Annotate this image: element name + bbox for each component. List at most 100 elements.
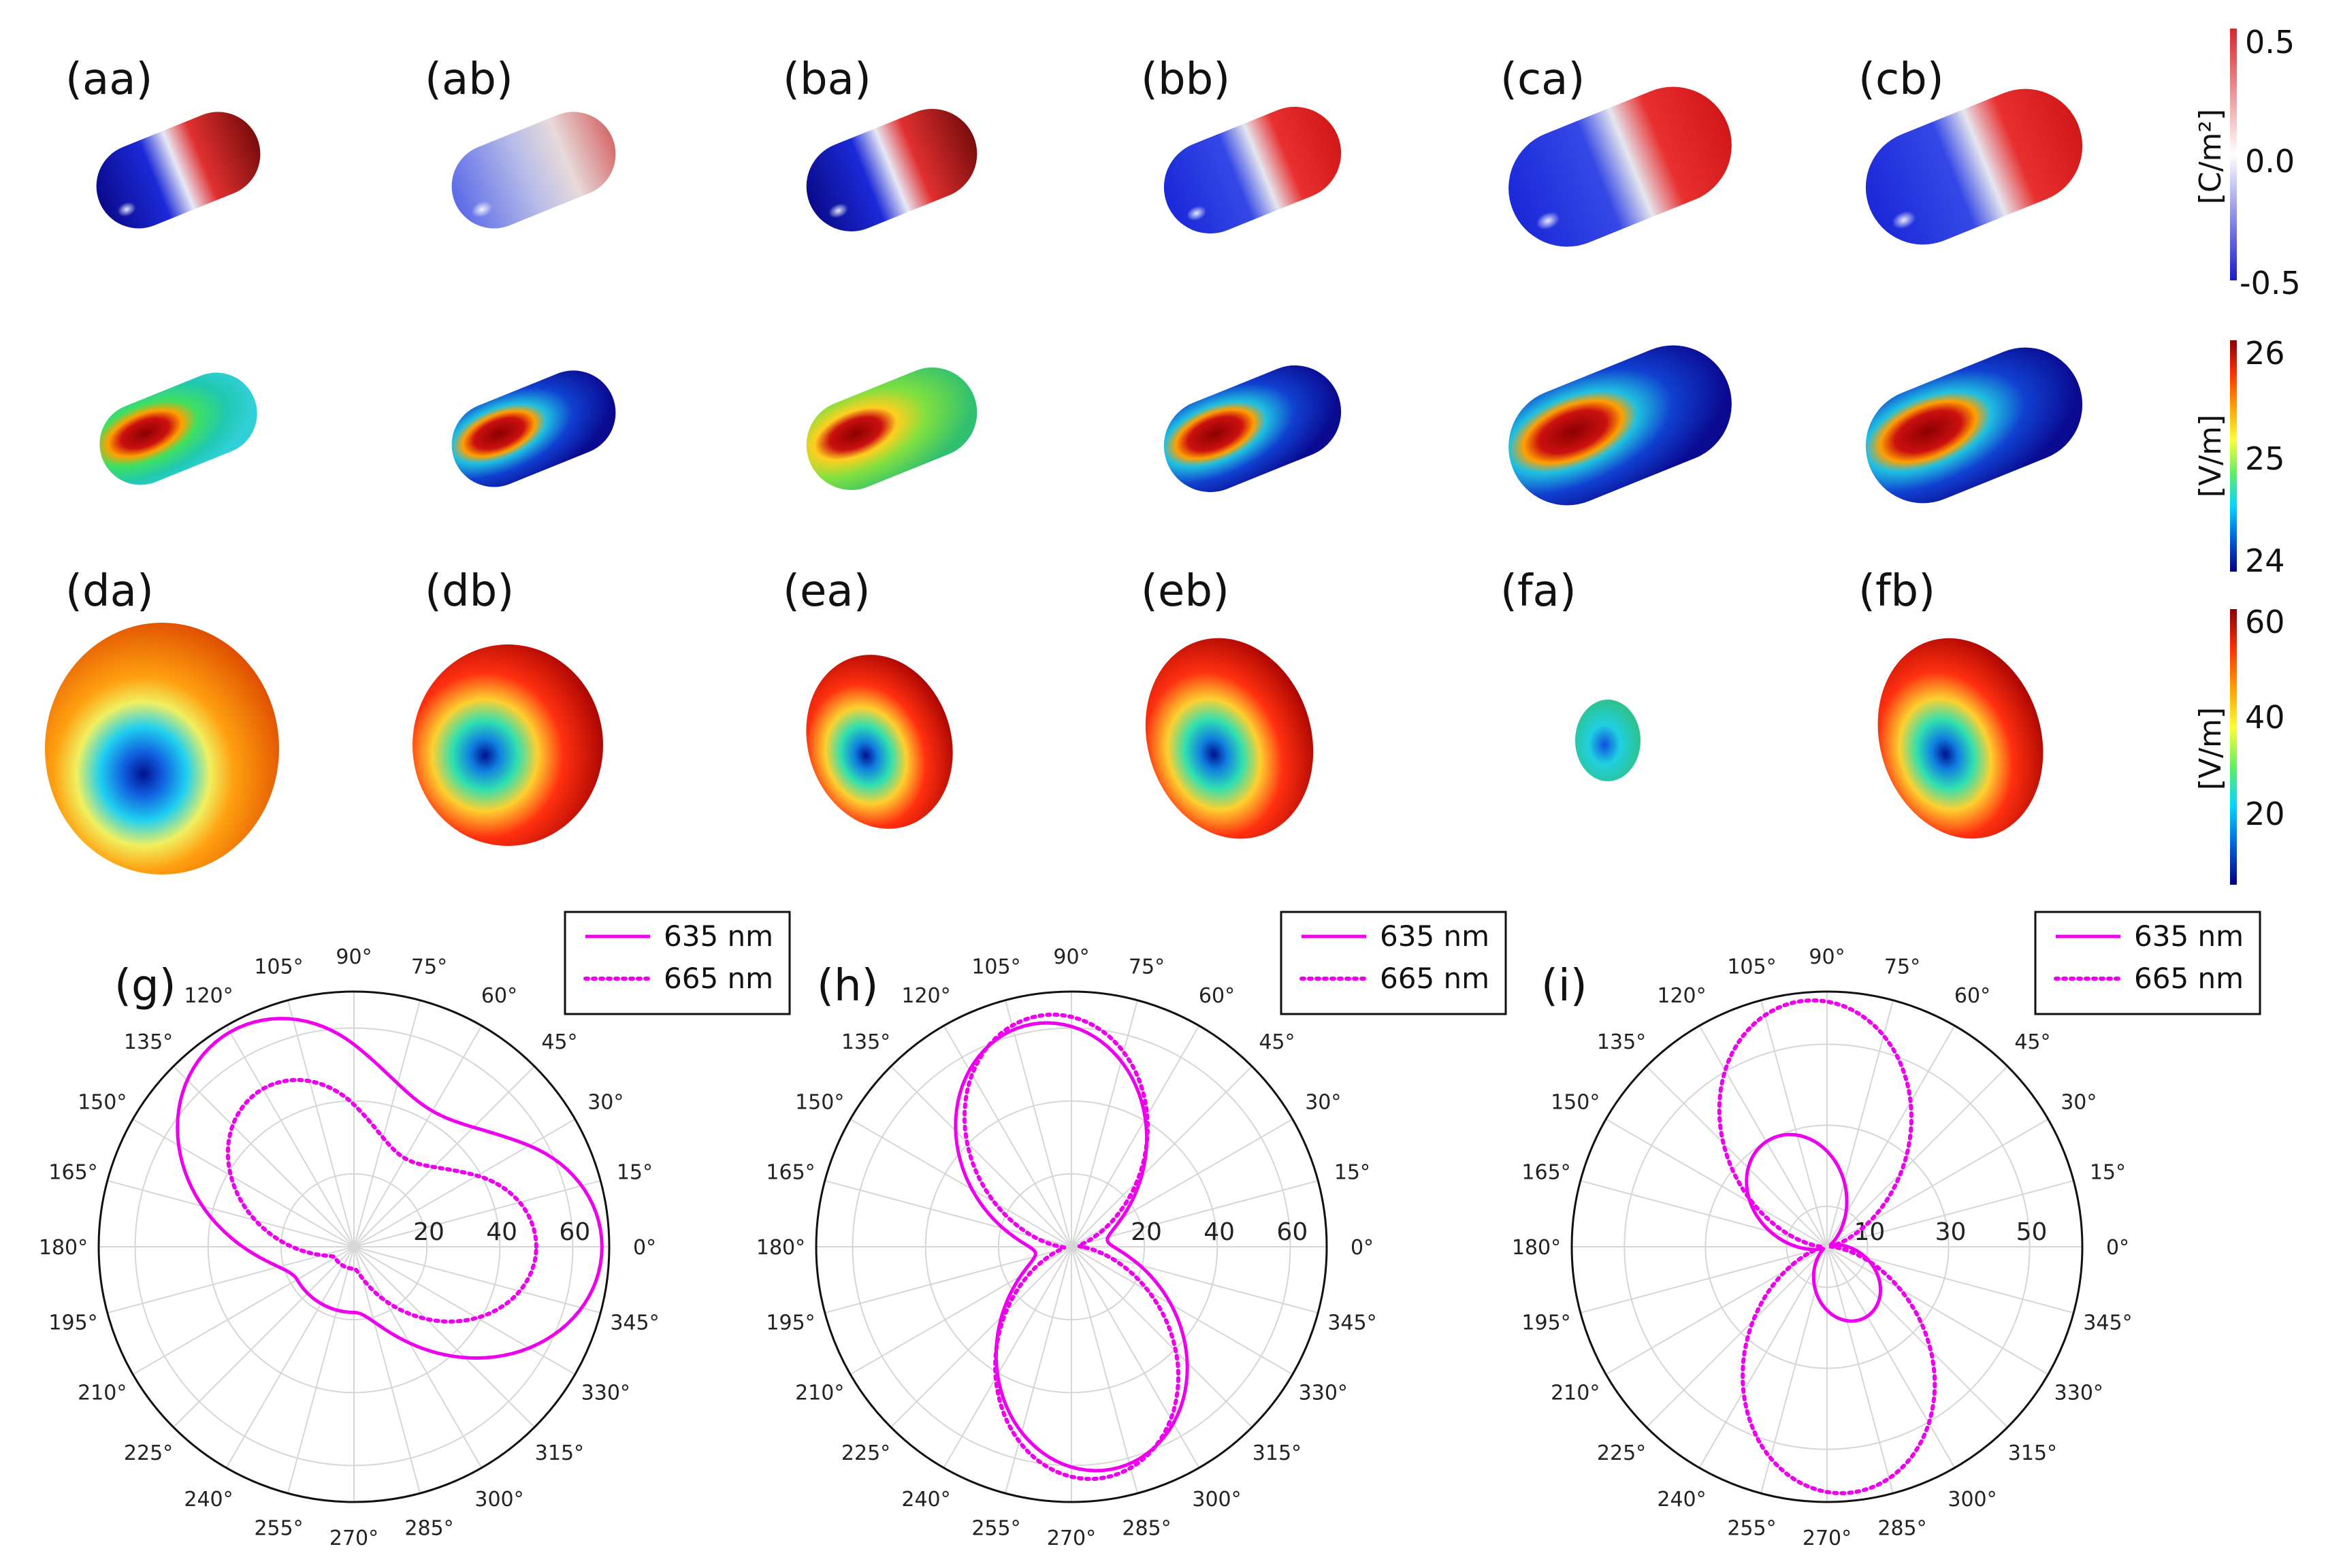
polar-angle-label: 90° (336, 945, 372, 969)
polar-legend: 635 nm 665 nm (2034, 911, 2261, 1015)
polar-legend-label: 635 nm (1380, 919, 1489, 953)
polar-legend-label: 665 nm (664, 962, 773, 995)
polar-angle-label: 285° (404, 1516, 453, 1540)
polar-angle-label: 0° (633, 1236, 656, 1260)
polar-angle-label: 240° (901, 1488, 950, 1512)
polar-angle-label: 75° (411, 956, 447, 979)
polar-grid-spoke (1826, 1025, 1956, 1247)
colorbar-farfield-unit: [V/m] (2193, 707, 2228, 790)
polar-grid-spoke (1826, 1246, 2008, 1428)
panel-label-ab: (ab) (425, 54, 513, 105)
polar-angle-label: 120° (1657, 984, 1706, 1008)
polar-angle-label: 15° (2090, 1160, 2126, 1184)
polar-grid-spoke (132, 1118, 355, 1247)
colorbar-charge-tick-bottom: -0.5 (2240, 265, 2301, 301)
polar-grid-spoke (890, 1066, 1072, 1247)
polar-outer-ring (97, 990, 611, 1503)
polar-angle-label: 45° (541, 1030, 577, 1054)
capsule-bb (1163, 106, 1342, 234)
polar-r-tick-label: 20 (413, 1218, 445, 1246)
polar-angle-label: 300° (1948, 1488, 1997, 1512)
polar-angle-label: 270° (329, 1526, 378, 1550)
polar-grid-spoke (353, 1025, 483, 1247)
polar-angle-label: 285° (1877, 1516, 1926, 1540)
polar-angle-label: 285° (1122, 1516, 1171, 1540)
polar-grid-spoke (225, 1025, 355, 1247)
polar-series-635-nm (1745, 1132, 1882, 1323)
polar-angle-label: 135° (1597, 1030, 1646, 1054)
polar-angle-label: 45° (1259, 1030, 1295, 1054)
polar-angle-label: 60° (481, 984, 517, 1008)
polar-grid-spoke (107, 1246, 355, 1314)
polar-angle-label: 0° (1351, 1236, 1374, 1260)
colorbar-nearfield: 26 25 24 [V/m] (2193, 335, 2285, 579)
polar-grid-spoke (1071, 1000, 1139, 1247)
polar-angle-label: 75° (1884, 956, 1920, 979)
polar-angle-label: 165° (1521, 1160, 1570, 1184)
polar-angle-label: 315° (1253, 1441, 1302, 1465)
colorbar-nearfield-tick-mid: 25 (2245, 440, 2285, 477)
polar-angle-label: 30° (587, 1091, 624, 1115)
nearfield-capsule-4 (1163, 365, 1342, 493)
polar-angle-label: 225° (841, 1441, 890, 1465)
polar-grid-spoke (890, 1246, 1072, 1428)
polar-series-665-nm (962, 1012, 1181, 1482)
polar-grid-spoke (1071, 1246, 1253, 1428)
polar-angle-label: 45° (2014, 1030, 2050, 1054)
polar-angle-label: 15° (1334, 1160, 1370, 1184)
polar-angle-label: 60° (1954, 984, 1990, 1008)
polar-r-tick-label: 20 (1131, 1218, 1162, 1246)
polar-grid-spoke (1760, 1000, 1828, 1247)
polar-r-tick-label: 60 (559, 1218, 590, 1246)
polar-grid-spoke (1698, 1246, 1828, 1469)
polar-angle-label: 105° (254, 956, 303, 979)
polar-grid-spoke (132, 1246, 355, 1375)
polar-grid-spoke (353, 1246, 421, 1494)
farfield-ea (806, 655, 953, 829)
polar-angle-label: 195° (48, 1311, 97, 1335)
polar-grid-spoke (353, 1246, 535, 1428)
polar-series-665-nm (225, 1077, 538, 1324)
polar-legend-label: 635 nm (2134, 919, 2244, 953)
polar-legend: 635 nm 665 nm (1280, 911, 1507, 1015)
polar-angle-label: 30° (1305, 1091, 1341, 1115)
farfield-eb (1145, 638, 1314, 839)
polar-angle-label: 225° (124, 1441, 173, 1465)
polar-legend-label: 635 nm (664, 919, 773, 953)
colorbar-charge-tick-top: 0.5 (2245, 24, 2295, 61)
polar-grid-spoke (1004, 1246, 1072, 1494)
panel-label-db: (db) (425, 566, 514, 617)
polar-grid-ring (1705, 1124, 1950, 1369)
polar-panel-label: (g) (114, 961, 176, 1011)
polar-legend-box (564, 911, 791, 1015)
polar-angle-label: 315° (535, 1441, 584, 1465)
polar-angle-label: 120° (901, 984, 950, 1008)
polar-grid-spoke (1580, 1179, 1828, 1247)
polar-angle-label: 105° (1727, 956, 1776, 979)
farfield-db (413, 644, 603, 846)
polar-grid-spoke (1826, 1179, 2074, 1247)
polar-angle-label: 255° (1727, 1516, 1776, 1540)
polar-grid-spoke (943, 1025, 1072, 1247)
polar-r-tick-label: 60 (1276, 1218, 1308, 1246)
nearfield-capsule-5 (1508, 345, 1732, 506)
polar-angle-label: 195° (766, 1311, 815, 1335)
panel-label-eb: (eb) (1141, 566, 1229, 617)
polar-grid-spoke (353, 1066, 535, 1247)
polar-angle-label: 165° (48, 1160, 97, 1184)
colorbar-nearfield-tick-bottom: 24 (2245, 542, 2285, 579)
polar-angle-label: 180° (756, 1236, 805, 1260)
polar-grid-spoke (1826, 1246, 1956, 1469)
polar-grid-spoke (353, 1246, 576, 1375)
polar-grid-spoke (1826, 1246, 2049, 1375)
polar-angle-label: 225° (1597, 1441, 1646, 1465)
polar-grid-spoke (1071, 1246, 1200, 1469)
polar-angle-label: 300° (474, 1488, 523, 1512)
polar-angle-label: 75° (1129, 956, 1165, 979)
polar-panel-label: (h) (817, 961, 879, 1011)
polar-grid-spoke (1071, 1246, 1139, 1494)
nearfield-capsule-2 (451, 370, 616, 487)
colorbar-farfield: 60 40 20 [V/m] (2193, 604, 2285, 885)
polar-angle-label: 345° (610, 1311, 659, 1335)
